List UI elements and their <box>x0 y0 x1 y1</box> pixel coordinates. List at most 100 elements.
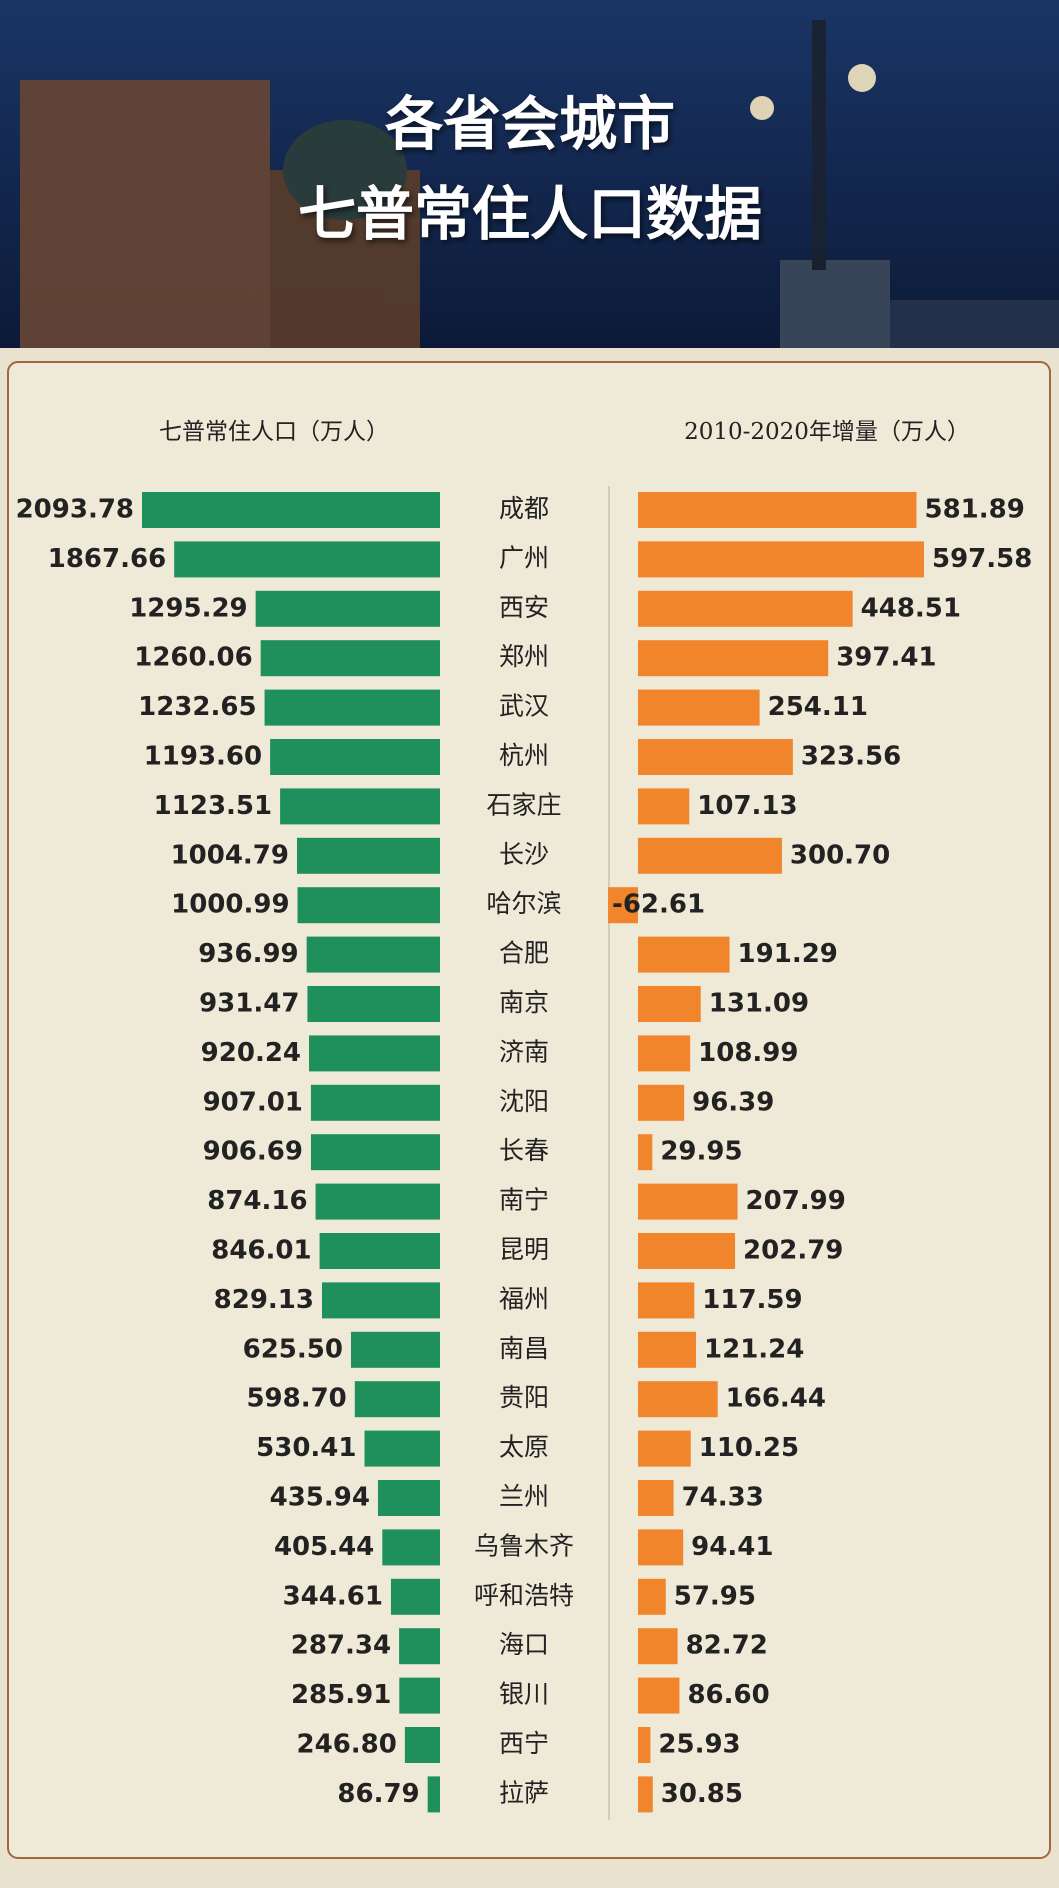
bar <box>638 739 793 775</box>
bar <box>638 1134 653 1171</box>
category-label: 西宁 <box>499 1729 549 1758</box>
category-label: 南京 <box>499 988 549 1017</box>
data-label: 121.24 <box>704 1334 804 1364</box>
data-label: 625.50 <box>243 1334 343 1364</box>
bar <box>350 1331 440 1368</box>
bar <box>638 1331 697 1368</box>
bar <box>638 1480 674 1516</box>
bar <box>354 1381 440 1418</box>
data-label: 108.99 <box>698 1038 798 1068</box>
bar <box>377 1480 440 1516</box>
bar <box>638 1282 695 1319</box>
category-label: 太原 <box>499 1433 549 1462</box>
bar <box>142 492 440 528</box>
bar <box>638 1529 684 1566</box>
bar <box>390 1578 440 1615</box>
category-label: 长沙 <box>499 840 549 869</box>
data-label: 2093.78 <box>16 495 134 525</box>
data-label: 131.09 <box>709 989 809 1019</box>
category-label: 西安 <box>499 593 549 622</box>
data-label: 1232.65 <box>138 692 256 722</box>
bar <box>638 1233 736 1269</box>
data-label: 920.24 <box>201 1038 301 1068</box>
category-label: 福州 <box>499 1284 549 1313</box>
data-label: 1867.66 <box>48 544 166 574</box>
bar <box>280 788 440 825</box>
data-label: 1295.29 <box>129 593 247 623</box>
bar <box>638 1776 653 1813</box>
chart-subtitle: 七普常住人口数据 <box>298 180 762 248</box>
bar <box>270 739 440 775</box>
data-label: 829.13 <box>214 1285 314 1315</box>
data-label: 285.91 <box>291 1680 391 1710</box>
bar <box>638 936 730 973</box>
bar <box>638 788 690 825</box>
bar <box>638 837 782 874</box>
bar <box>638 640 829 677</box>
bar <box>638 1430 691 1467</box>
data-label: 448.51 <box>861 593 961 623</box>
bar <box>638 986 701 1022</box>
category-label: 乌鲁木齐 <box>474 1531 574 1560</box>
data-label: 907.01 <box>203 1087 303 1117</box>
header-scenery <box>20 20 1059 348</box>
data-label: 74.33 <box>682 1483 764 1513</box>
category-label: 南昌 <box>499 1334 549 1363</box>
panel <box>7 361 1051 1859</box>
legend-label: 七普常住人口（万人） <box>159 419 389 445</box>
data-label: 1004.79 <box>171 840 289 870</box>
data-label: 931.47 <box>199 989 299 1019</box>
bar <box>399 1677 440 1714</box>
bar <box>382 1529 440 1566</box>
bar <box>306 936 440 973</box>
category-label: 武汉 <box>499 692 549 721</box>
data-label: 597.58 <box>932 544 1032 574</box>
data-label: 300.70 <box>790 840 890 870</box>
data-label: 581.89 <box>924 495 1024 525</box>
data-label: 96.39 <box>692 1087 774 1117</box>
data-label: -62.61 <box>612 890 705 920</box>
bar <box>638 1677 680 1714</box>
bar <box>264 689 440 726</box>
category-label: 合肥 <box>499 939 549 968</box>
legend-label: 2010-2020年增量（万人） <box>684 419 970 445</box>
category-label: 拉萨 <box>499 1778 549 1807</box>
bar <box>315 1183 440 1220</box>
data-label: 29.95 <box>660 1137 742 1167</box>
bar <box>638 590 853 627</box>
data-label: 1000.99 <box>171 890 289 920</box>
category-label: 广州 <box>499 543 549 572</box>
data-label: 530.41 <box>256 1433 356 1463</box>
data-label: 1193.60 <box>144 742 262 772</box>
bar <box>255 590 440 627</box>
data-label: 936.99 <box>198 939 298 969</box>
category-label: 沈阳 <box>499 1087 549 1116</box>
data-label: 598.70 <box>246 1384 346 1414</box>
bar <box>638 1035 691 1072</box>
data-label: 57.95 <box>674 1581 756 1611</box>
data-label: 107.13 <box>697 791 797 821</box>
bar <box>608 887 638 924</box>
bar <box>309 1035 440 1072</box>
data-label: 86.60 <box>687 1680 769 1710</box>
category-label: 成都 <box>499 494 549 523</box>
data-label: 1260.06 <box>134 643 252 673</box>
bar <box>321 1282 440 1319</box>
data-label: 435.94 <box>270 1483 370 1513</box>
category-label: 济南 <box>499 1037 549 1066</box>
bar <box>638 1183 738 1220</box>
bar <box>427 1776 440 1813</box>
bar <box>174 541 440 578</box>
data-label: 254.11 <box>768 692 868 722</box>
bar <box>307 986 440 1022</box>
category-label: 贵阳 <box>499 1383 549 1412</box>
bar <box>638 689 760 726</box>
bar <box>364 1430 440 1467</box>
category-label: 兰州 <box>499 1482 549 1511</box>
bar <box>310 1134 440 1171</box>
category-label: 杭州 <box>499 741 549 770</box>
bar <box>310 1084 440 1121</box>
data-label: 874.16 <box>207 1186 307 1216</box>
data-label: 246.80 <box>297 1730 397 1760</box>
